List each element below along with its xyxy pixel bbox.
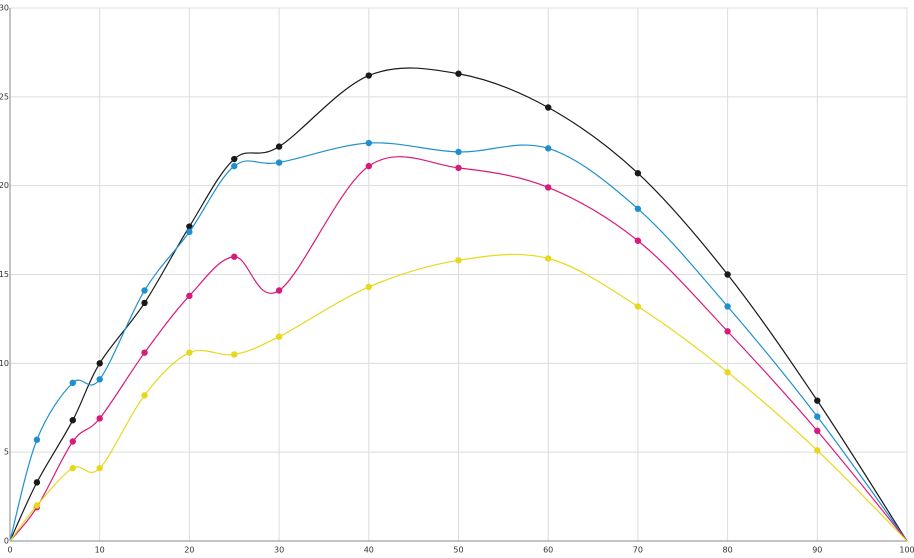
data-point [545, 184, 552, 191]
data-point [96, 415, 103, 422]
y-tick-label: 15 [0, 270, 9, 279]
data-point [365, 72, 372, 79]
data-point [33, 436, 41, 443]
data-point [231, 253, 238, 260]
data-point [141, 299, 148, 307]
data-point [275, 333, 283, 340]
data-point [275, 143, 283, 150]
data-point [186, 292, 193, 300]
x-tick-label: 90 [812, 546, 822, 555]
data-point [724, 303, 731, 310]
data-point [69, 416, 76, 424]
data-point [365, 139, 372, 147]
y-tick-label: 25 [0, 92, 9, 101]
data-point [141, 287, 148, 294]
data-point [186, 228, 193, 236]
data-point [814, 397, 821, 404]
data-point [634, 237, 642, 244]
x-tick-label: 20 [184, 546, 194, 555]
x-tick-label: 30 [274, 546, 284, 555]
data-point [814, 427, 821, 435]
data-point [231, 155, 238, 163]
x-tick-label: 80 [723, 546, 733, 555]
series-line [9, 67, 908, 542]
data-point [724, 328, 731, 335]
y-tick-label: 20 [0, 181, 9, 190]
data-point [455, 257, 462, 264]
data-point [634, 303, 642, 310]
data-point [814, 413, 821, 420]
x-tick-label: 0 [7, 546, 12, 555]
data-point [724, 369, 731, 376]
data-point [231, 162, 238, 170]
data-point [186, 349, 193, 356]
data-point [724, 271, 731, 278]
data-point [69, 379, 76, 387]
x-tick-label: 50 [453, 546, 463, 555]
data-point [455, 164, 462, 172]
data-point [141, 392, 148, 399]
data-point [814, 447, 821, 454]
data-point [33, 502, 41, 509]
data-point [69, 464, 76, 472]
data-point [96, 464, 103, 472]
data-point [455, 148, 462, 156]
data-point [96, 360, 103, 367]
data-point [634, 170, 642, 177]
data-point [275, 287, 283, 294]
y-tick-label: 30 [0, 4, 9, 13]
data-point [365, 162, 372, 170]
data-point [96, 376, 103, 383]
data-point [365, 283, 372, 291]
x-tick-label: 40 [364, 546, 374, 555]
data-point [186, 223, 193, 230]
x-tick-label: 60 [543, 546, 553, 555]
data-point [634, 205, 642, 212]
y-tick-label: 5 [4, 448, 9, 457]
y-tick-label: 0 [4, 537, 9, 546]
data-point [545, 104, 552, 111]
data-point [231, 351, 238, 358]
data-point [455, 70, 462, 77]
x-tick-label: 10 [95, 546, 105, 555]
data-point [275, 159, 283, 166]
data-point [141, 349, 148, 356]
y-tick-label: 10 [0, 359, 9, 368]
data-point [33, 479, 41, 486]
data-point [545, 145, 552, 152]
data-point [69, 438, 76, 445]
data-point [545, 255, 552, 262]
x-tick-label: 100 [899, 546, 914, 555]
x-tick-label: 70 [633, 546, 643, 555]
